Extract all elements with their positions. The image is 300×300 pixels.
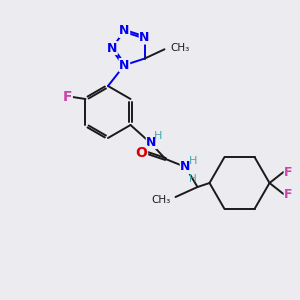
Text: N: N <box>119 58 130 72</box>
Text: CH₃: CH₃ <box>151 195 170 205</box>
Text: N: N <box>140 31 150 44</box>
Text: N: N <box>107 41 117 55</box>
Text: N: N <box>180 160 191 173</box>
Text: F: F <box>63 90 72 104</box>
Text: H: H <box>189 156 198 166</box>
Text: N: N <box>119 24 130 38</box>
Text: CH₃: CH₃ <box>170 43 190 53</box>
Text: N: N <box>146 136 157 148</box>
Text: O: O <box>136 146 148 160</box>
Text: F: F <box>284 188 293 200</box>
Text: H: H <box>189 174 196 184</box>
Text: F: F <box>284 166 293 178</box>
Text: H: H <box>154 131 163 141</box>
